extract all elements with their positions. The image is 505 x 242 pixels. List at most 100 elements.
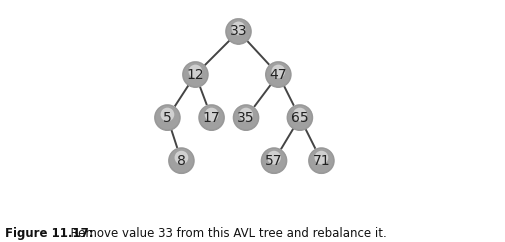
Circle shape	[226, 19, 250, 44]
Circle shape	[169, 148, 194, 173]
Circle shape	[234, 106, 258, 130]
Circle shape	[234, 105, 258, 130]
Circle shape	[310, 150, 333, 173]
Circle shape	[310, 150, 333, 174]
Circle shape	[288, 106, 312, 130]
Circle shape	[183, 62, 208, 87]
Circle shape	[199, 106, 224, 130]
Circle shape	[199, 105, 224, 129]
Circle shape	[199, 106, 224, 130]
Circle shape	[156, 107, 179, 130]
Circle shape	[262, 149, 286, 173]
Circle shape	[309, 148, 334, 173]
Circle shape	[155, 105, 180, 129]
Circle shape	[155, 105, 180, 129]
Circle shape	[183, 63, 208, 87]
Circle shape	[227, 20, 250, 44]
Circle shape	[266, 63, 290, 87]
Circle shape	[310, 150, 333, 174]
Circle shape	[226, 18, 251, 43]
Text: 65: 65	[291, 111, 309, 125]
Circle shape	[226, 19, 251, 44]
Circle shape	[293, 108, 307, 121]
Circle shape	[156, 106, 180, 130]
Circle shape	[183, 64, 208, 87]
Circle shape	[262, 149, 286, 173]
Circle shape	[226, 18, 251, 43]
Circle shape	[288, 106, 312, 130]
Circle shape	[226, 19, 250, 44]
Circle shape	[199, 105, 224, 129]
Circle shape	[267, 63, 290, 87]
Circle shape	[262, 148, 286, 173]
Circle shape	[288, 106, 312, 130]
Circle shape	[310, 149, 333, 173]
Circle shape	[156, 106, 179, 130]
Circle shape	[232, 22, 245, 35]
Circle shape	[309, 148, 334, 172]
Circle shape	[170, 149, 193, 173]
Circle shape	[288, 106, 312, 130]
Circle shape	[309, 149, 334, 173]
Circle shape	[310, 149, 333, 173]
Circle shape	[183, 62, 208, 87]
Circle shape	[226, 19, 251, 44]
Circle shape	[226, 18, 251, 43]
Circle shape	[234, 105, 259, 129]
Circle shape	[169, 149, 193, 173]
Circle shape	[315, 151, 328, 165]
Circle shape	[266, 63, 290, 87]
Circle shape	[199, 107, 223, 130]
Circle shape	[183, 63, 208, 87]
Circle shape	[310, 150, 333, 174]
Circle shape	[262, 147, 286, 172]
Circle shape	[272, 65, 285, 78]
Circle shape	[169, 148, 193, 173]
Circle shape	[199, 105, 224, 130]
Circle shape	[234, 106, 258, 130]
Circle shape	[262, 148, 286, 173]
Circle shape	[155, 104, 180, 129]
Circle shape	[155, 105, 180, 130]
Circle shape	[262, 148, 286, 173]
Circle shape	[199, 106, 224, 130]
Circle shape	[199, 106, 224, 130]
Circle shape	[310, 150, 333, 174]
Circle shape	[227, 20, 250, 44]
Circle shape	[170, 150, 193, 174]
Circle shape	[170, 150, 193, 173]
Circle shape	[156, 106, 179, 130]
Circle shape	[155, 105, 180, 130]
Circle shape	[226, 20, 250, 44]
Circle shape	[199, 106, 224, 130]
Circle shape	[226, 20, 250, 44]
Circle shape	[288, 106, 312, 130]
Circle shape	[288, 106, 312, 130]
Circle shape	[262, 148, 286, 172]
Circle shape	[199, 106, 224, 130]
Circle shape	[199, 105, 224, 129]
Circle shape	[183, 63, 208, 87]
Circle shape	[262, 149, 286, 173]
Circle shape	[155, 106, 180, 130]
Circle shape	[309, 148, 334, 173]
Text: 33: 33	[230, 24, 247, 38]
Circle shape	[266, 63, 290, 87]
Circle shape	[169, 148, 194, 173]
Circle shape	[262, 149, 286, 173]
Circle shape	[155, 104, 180, 129]
Circle shape	[234, 106, 258, 130]
Circle shape	[262, 149, 286, 173]
Circle shape	[234, 104, 259, 129]
Text: 47: 47	[270, 68, 287, 82]
Circle shape	[170, 150, 193, 174]
Circle shape	[266, 61, 291, 86]
Circle shape	[227, 20, 250, 44]
Circle shape	[226, 19, 251, 43]
Circle shape	[310, 149, 333, 173]
Circle shape	[310, 149, 333, 173]
Circle shape	[266, 62, 290, 87]
Circle shape	[288, 105, 312, 130]
Circle shape	[234, 106, 258, 130]
Circle shape	[155, 105, 180, 129]
